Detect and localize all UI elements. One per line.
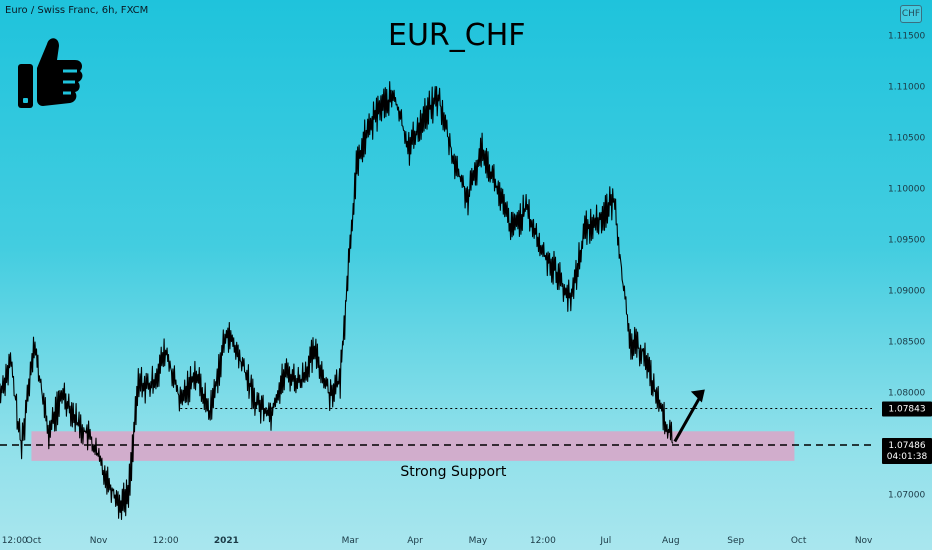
x-tick-label: 12:00	[2, 536, 28, 546]
x-tick-label: Sep	[727, 536, 744, 546]
support-price-tag-text: 04:01:38	[887, 452, 928, 462]
x-tick-label: Apr	[407, 536, 423, 546]
arrow-head	[690, 389, 705, 403]
thumbs-up-icon	[18, 38, 83, 108]
price-series	[0, 81, 674, 521]
x-tick-label: Oct	[26, 536, 42, 546]
y-tick-label: 1.08000	[888, 389, 925, 399]
y-tick-label: 1.10000	[888, 185, 925, 195]
chart-title: EUR_CHF	[388, 18, 526, 53]
y-tick-label: 1.10500	[888, 134, 925, 144]
y-tick-label: 1.09000	[888, 287, 925, 297]
y-tick-label: 1.07000	[888, 491, 925, 501]
y-tick-label: 1.11000	[888, 83, 925, 93]
x-tick-label: Oct	[791, 536, 807, 546]
arrow-up-right-icon	[673, 394, 703, 443]
currency-button[interactable]: CHF	[900, 5, 922, 23]
x-tick-label: Nov	[90, 536, 108, 546]
symbol-header: Euro / Swiss Franc, 6h, FXCM	[5, 5, 149, 16]
resistance-price-tag-bg	[882, 401, 932, 417]
x-tick-label: 12:00	[530, 536, 556, 546]
support-annotation: Strong Support	[400, 464, 506, 480]
y-tick-label: 1.08500	[888, 338, 925, 348]
y-tick-label: 1.11500	[888, 32, 925, 42]
resistance-price-tag-text: 1.07843	[888, 405, 925, 415]
x-tick-label: Mar	[342, 536, 359, 546]
y-tick-label: 1.09500	[888, 236, 925, 246]
support-zone	[31, 431, 795, 461]
x-tick-label: 2021	[214, 536, 239, 546]
x-tick-label: May	[469, 536, 488, 546]
x-tick-label: Jul	[599, 536, 611, 546]
x-tick-label: Nov	[855, 536, 873, 546]
support-price-tag-bg	[882, 437, 932, 464]
x-tick-label: 12:00	[153, 536, 179, 546]
support-price-tag-text: 1.07486	[888, 441, 925, 451]
x-tick-label: Aug	[662, 536, 680, 546]
